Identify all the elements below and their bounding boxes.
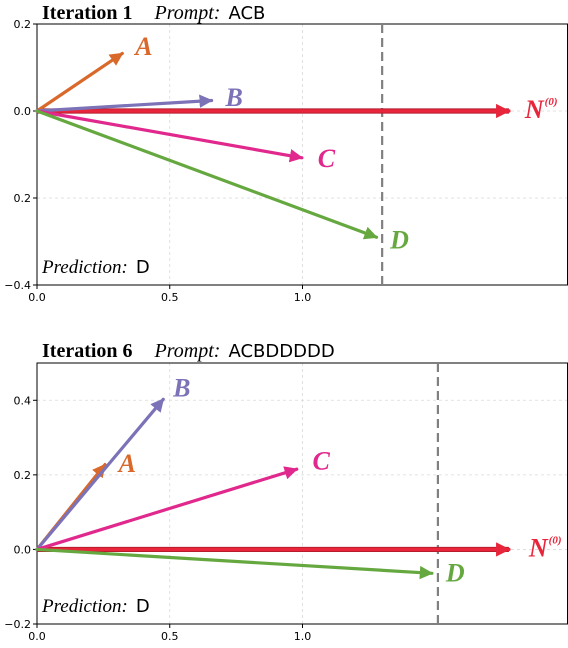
vector-a-label: A	[117, 449, 136, 478]
vector-a-label: A	[133, 32, 152, 61]
vector-d-label: D	[389, 225, 409, 254]
prompt-label: Prompt:	[154, 2, 221, 24]
prediction-value: D	[136, 596, 150, 617]
prompt-label: Prompt:	[154, 340, 221, 362]
vector-a-arrow	[35, 51, 124, 113]
x-tick-label: 0.5	[161, 291, 179, 304]
vector-label-superscript: (0)	[549, 534, 562, 546]
prompt-value: ACBDDDDD	[228, 341, 334, 362]
panel-title: Iteration 6 Prompt: ACBDDDDD	[42, 340, 335, 362]
vector-b-arrow	[35, 94, 214, 113]
vector-n-label: N(0)	[524, 95, 558, 124]
iteration-label: Iteration 1	[42, 2, 133, 24]
vector-c-label: C	[313, 446, 331, 475]
vector-label-superscript: (0)	[545, 96, 558, 108]
plot-frame	[36, 362, 568, 625]
prediction-value: D	[136, 257, 150, 278]
prediction-text: Prediction: D	[41, 596, 150, 617]
y-tick-label: 0.2	[14, 192, 32, 205]
x-tick-label: 1.0	[294, 630, 312, 643]
vector-c-label: C	[318, 144, 336, 173]
x-tick-label: 0.5	[161, 630, 179, 643]
y-tick-label: 0.2	[14, 18, 32, 31]
x-tick-label: 0.0	[28, 630, 46, 643]
x-tick-label: 1.0	[294, 291, 312, 304]
y-tick-label: −0.2	[4, 618, 31, 631]
vector-b-arrow	[35, 397, 165, 552]
vector-c-arrow	[35, 109, 304, 163]
panel-title: Iteration 1 Prompt: ACB	[42, 2, 265, 24]
prediction-text: Prediction: D	[41, 257, 150, 278]
vector-d-label: D	[445, 559, 465, 588]
x-tick-label: 0.0	[28, 291, 46, 304]
vector-d-arrow	[35, 547, 434, 580]
prediction-label: Prediction:	[41, 596, 128, 617]
chart-panel-2: Iteration 6 Prompt: ACBDDDDD 0.0 0.5 1.0 0.4 0.…	[4, 340, 568, 643]
y-tick-label: 0.0	[14, 543, 32, 556]
plot-frame	[36, 23, 568, 286]
y-tick-label: 0.2	[14, 469, 32, 482]
vector-c-arrow	[35, 466, 299, 552]
iteration-label: Iteration 6	[42, 340, 133, 362]
y-tick-label: 0.4	[14, 394, 32, 407]
vector-n-label: N(0)	[528, 533, 562, 562]
y-tick-label: −0.4	[4, 279, 31, 292]
y-tick-label: 0.0	[14, 105, 32, 118]
vector-b-label: B	[172, 374, 190, 403]
vector-b-label: B	[225, 83, 243, 112]
prompt-value: ACB	[228, 3, 265, 24]
prediction-label: Prediction:	[41, 257, 128, 278]
vector-d-arrow	[35, 109, 379, 240]
